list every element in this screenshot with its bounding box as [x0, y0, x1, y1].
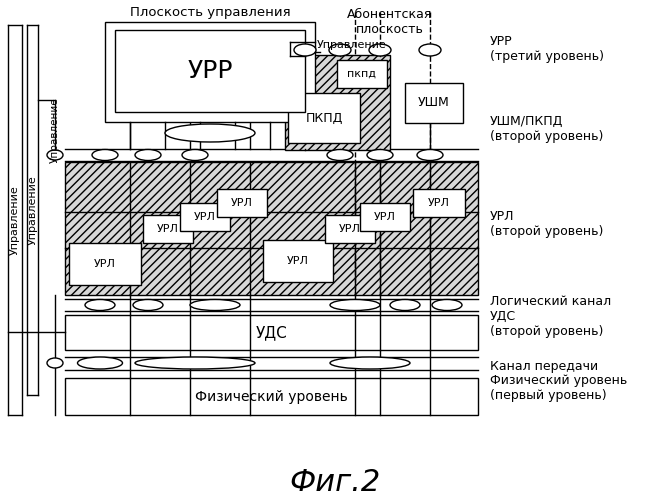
Bar — [337, 60, 387, 88]
Bar — [325, 215, 375, 243]
Bar — [413, 189, 465, 217]
Text: УРЛ: УРЛ — [428, 198, 450, 208]
Text: УРР: УРР — [187, 59, 233, 83]
Ellipse shape — [432, 300, 462, 310]
Ellipse shape — [165, 124, 255, 142]
Text: УШМ: УШМ — [418, 96, 450, 110]
Bar — [217, 189, 267, 217]
Ellipse shape — [390, 300, 420, 310]
Bar — [263, 240, 333, 282]
Ellipse shape — [47, 358, 63, 368]
Bar — [285, 55, 390, 150]
Text: УРЛ: УРЛ — [194, 212, 216, 222]
Text: ПКПД: ПКПД — [305, 112, 343, 124]
Ellipse shape — [47, 150, 63, 160]
Ellipse shape — [419, 44, 441, 56]
Bar — [65, 162, 478, 295]
Text: УРР
(третий уровень): УРР (третий уровень) — [490, 35, 604, 63]
Text: УРЛ: УРЛ — [287, 256, 309, 266]
Ellipse shape — [327, 150, 353, 160]
Text: УДС
(второй уровень): УДС (второй уровень) — [490, 310, 603, 338]
Text: Физический уровень: Физический уровень — [195, 390, 348, 404]
Text: УШМ/ПКПД
(второй уровень): УШМ/ПКПД (второй уровень) — [490, 115, 603, 143]
Bar — [405, 83, 463, 123]
Text: УРЛ: УРЛ — [339, 224, 361, 234]
Bar — [65, 315, 478, 350]
Ellipse shape — [135, 357, 255, 369]
Text: УРЛ: УРЛ — [231, 198, 253, 208]
Ellipse shape — [92, 150, 118, 160]
Text: Плоскость управления: Плоскость управления — [130, 6, 290, 19]
Text: УДС: УДС — [256, 325, 288, 340]
Ellipse shape — [417, 150, 443, 160]
Ellipse shape — [294, 44, 316, 56]
Ellipse shape — [330, 300, 380, 310]
Text: Управление: Управление — [50, 97, 60, 163]
Ellipse shape — [85, 300, 115, 310]
Bar — [115, 30, 305, 112]
Bar — [69, 243, 141, 285]
Text: Фиг.2: Фиг.2 — [289, 468, 380, 497]
Text: УРЛ: УРЛ — [374, 212, 396, 222]
Ellipse shape — [182, 150, 208, 160]
Ellipse shape — [330, 357, 410, 369]
Text: Управление: Управление — [317, 40, 387, 50]
Ellipse shape — [133, 300, 163, 310]
Text: УРЛ: УРЛ — [157, 224, 179, 234]
Text: Управление: Управление — [10, 185, 20, 255]
Bar — [288, 93, 360, 143]
Ellipse shape — [190, 300, 240, 310]
Text: УРЛ
(второй уровень): УРЛ (второй уровень) — [490, 210, 603, 238]
Ellipse shape — [329, 44, 351, 56]
Text: УРЛ: УРЛ — [94, 259, 116, 269]
Bar — [180, 203, 230, 231]
Text: Канал передачи: Канал передачи — [490, 360, 598, 373]
Ellipse shape — [367, 150, 393, 160]
Text: Физический уровень
(первый уровень): Физический уровень (первый уровень) — [490, 374, 628, 402]
Ellipse shape — [135, 150, 161, 160]
Bar — [143, 215, 193, 243]
Text: Абонентская
плоскость: Абонентская плоскость — [347, 8, 433, 36]
Ellipse shape — [369, 44, 391, 56]
Text: пкпд: пкпд — [347, 69, 377, 79]
Bar — [360, 203, 410, 231]
Text: Логический канал: Логический канал — [490, 295, 611, 308]
Bar — [105, 22, 315, 122]
Text: Управление: Управление — [28, 175, 38, 245]
Ellipse shape — [78, 357, 122, 369]
Bar — [65, 378, 478, 415]
